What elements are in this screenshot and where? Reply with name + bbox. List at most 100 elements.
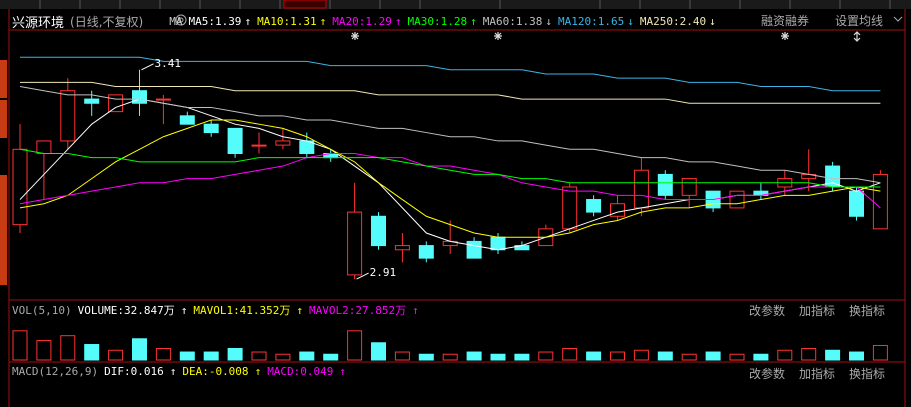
tab-bar	[0, 0, 911, 9]
legend-item: MA60:1.38 ↓	[483, 15, 552, 28]
volume-bar	[633, 349, 649, 361]
volume-bar	[179, 351, 195, 361]
volume-bar	[203, 351, 219, 361]
link[interactable]: 融资融券	[760, 14, 809, 28]
legend-arrow: ↑	[169, 365, 177, 378]
volume-bar	[275, 353, 291, 361]
volume-bar	[299, 351, 315, 361]
candle-body	[418, 245, 434, 259]
vol-buttons: 改参数 加指标 换指标	[749, 302, 885, 319]
volume-bar	[347, 330, 363, 361]
dropdown-icon[interactable]	[893, 16, 903, 22]
volume-bar	[705, 351, 721, 361]
annotation-arrow	[141, 63, 154, 71]
volume-bar	[60, 335, 76, 361]
volume-bar	[132, 338, 147, 361]
candle-body	[681, 178, 697, 196]
candle-body	[155, 98, 171, 101]
legend-label: MA60:1.38	[482, 15, 543, 28]
active-tab[interactable]	[283, 0, 327, 9]
volume-bar	[610, 351, 625, 361]
button[interactable]: 加指标	[798, 367, 835, 381]
legend-arrow: ↑	[319, 15, 327, 28]
annotation-arrow	[356, 272, 369, 280]
vol-title: VOL(5,10)	[12, 303, 72, 317]
candle-body	[203, 123, 219, 134]
legend-item: MA5:1.39 ↑	[188, 15, 251, 28]
candle-body	[562, 186, 578, 230]
legend-item: MA30:1.28 ↑	[408, 15, 477, 28]
ma-legend: MA5:1.39 ↑ MA10:1.31 ↑ MA20:1.29 ↑ MA30:1.28 ↑ M…	[188, 15, 715, 28]
candle-body	[12, 148, 28, 226]
volume-bar	[155, 348, 171, 361]
legend-label: MAVOL2:27.852万	[309, 304, 407, 317]
ma-line	[19, 86, 881, 184]
volume-bar	[657, 351, 673, 361]
volume-bar	[418, 353, 434, 361]
legend-label: MA10:1.31	[257, 15, 317, 28]
event-markers	[351, 31, 861, 42]
settings-icon[interactable]	[175, 14, 187, 26]
ma-label: MA	[169, 15, 183, 28]
high-label: 3.41	[155, 57, 182, 70]
candle-body	[347, 211, 363, 276]
legend-label: MA5:1.39	[188, 15, 242, 28]
ma-line	[19, 119, 881, 238]
legend-label: MAVOL1:41.352万	[193, 304, 291, 317]
candle-body	[610, 203, 625, 217]
side-strip	[0, 60, 7, 98]
button[interactable]: 换指标	[848, 304, 885, 318]
volume-bar	[490, 353, 506, 361]
legend-label: MA120:1.65	[558, 15, 625, 28]
macd-title: MACD(12,26,9)	[12, 365, 99, 378]
legend-label: MA250:2.40	[639, 15, 707, 28]
candle-body	[394, 245, 410, 251]
volume-bar	[108, 349, 124, 361]
legend-label: VOLUME:32.847万	[77, 304, 175, 317]
candle-body	[251, 144, 267, 147]
legend-arrow: ↑	[296, 303, 304, 317]
candle-body	[633, 169, 649, 209]
volume-bar	[323, 353, 339, 361]
legend-label: MA20:1.29	[332, 15, 392, 28]
candle-body	[36, 140, 52, 154]
volume-bar	[777, 349, 793, 361]
candle-body	[729, 190, 745, 209]
button[interactable]: 加指标	[798, 304, 835, 318]
button[interactable]: 改参数	[748, 304, 785, 318]
candle-body	[132, 90, 147, 104]
legend-arrow: ↑	[244, 15, 252, 28]
legend-arrow: ↑	[254, 365, 262, 378]
candle-body	[108, 94, 124, 113]
candle-body	[466, 240, 482, 259]
legend-arrow: ↑	[412, 303, 419, 317]
candle-body	[275, 140, 291, 146]
legend-arrow: ↓	[545, 15, 552, 28]
legend-label: DIF:0.016	[104, 365, 164, 378]
period: (日线,不复权)	[70, 15, 144, 29]
volume-bar	[872, 344, 888, 361]
volume-bar	[12, 330, 28, 361]
button[interactable]: 改参数	[748, 367, 785, 381]
candle-body	[490, 236, 506, 251]
candle-body	[84, 98, 100, 104]
volume-bar	[538, 351, 554, 361]
legend-arrow: ↑	[180, 303, 188, 317]
legend-item: MA10:1.31 ↑	[257, 15, 326, 28]
ma-line	[20, 81, 881, 104]
ma-line	[19, 148, 881, 188]
stock-name: 兴源环境	[12, 16, 65, 31]
legend-label: DEA:-0.008	[182, 365, 249, 378]
candle-body	[657, 173, 673, 196]
legend-item: MA250:2.40 ↓	[640, 15, 716, 28]
volume-bar	[801, 348, 817, 361]
candle-body	[60, 90, 76, 142]
vol-header: VOL(5,10) VOLUME:32.847万 ↑ MAVOL1:41.352万 ↑…	[12, 302, 419, 318]
header-links: 融资融券 设置均线	[761, 12, 883, 29]
volume-bar	[84, 344, 100, 361]
volume-bar	[466, 351, 482, 361]
volume-bar	[586, 351, 602, 361]
button[interactable]: 换指标	[848, 367, 885, 381]
link[interactable]: 设置均线	[834, 14, 883, 28]
